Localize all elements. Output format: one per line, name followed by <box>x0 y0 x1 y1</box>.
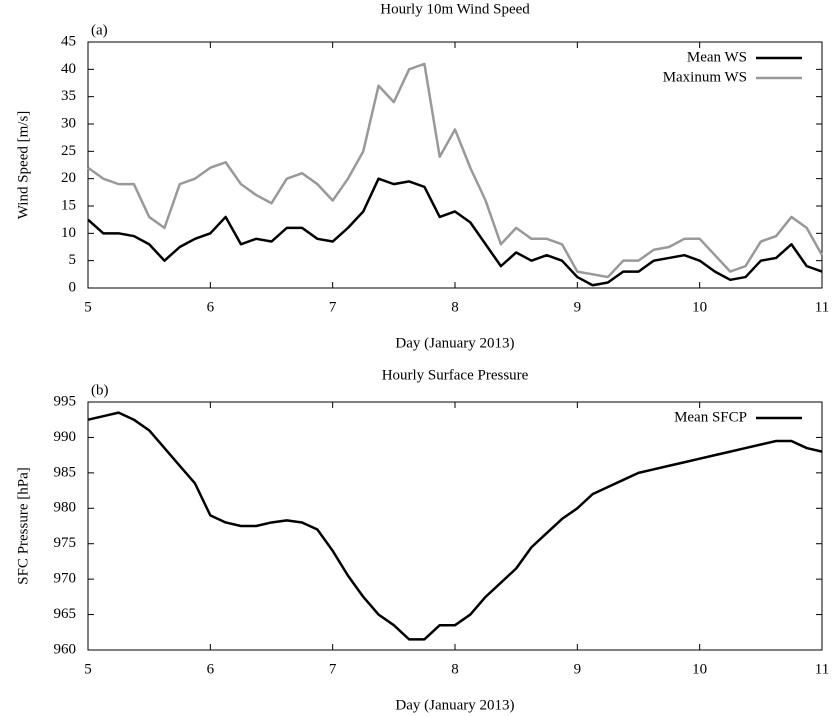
y-tick-label: 20 <box>61 170 76 186</box>
legend-label: Mean SFCP <box>674 409 747 425</box>
x-tick-label: 9 <box>574 299 582 315</box>
y-tick-label: 25 <box>61 143 76 159</box>
x-tick-label: 6 <box>207 661 215 677</box>
y-tick-label: 985 <box>54 464 77 480</box>
x-tick-label: 11 <box>815 299 829 315</box>
y-tick-label: 995 <box>54 393 77 409</box>
data-line <box>87 177 823 287</box>
y-axis-label: Wind Speed [m/s] <box>15 111 31 220</box>
x-tick-label: 7 <box>329 661 337 677</box>
y-axis-label: SFC Pressure [hPa] <box>15 467 31 585</box>
y-tick-label: 15 <box>61 197 76 213</box>
x-tick-label: 8 <box>451 661 459 677</box>
y-tick-label: 965 <box>54 606 77 622</box>
y-tick-label: 10 <box>61 225 76 241</box>
x-tick-label: 6 <box>207 299 215 315</box>
y-tick-label: 975 <box>54 535 77 551</box>
x-tick-label: 10 <box>692 299 707 315</box>
x-axis-label: Day (January 2013) <box>395 697 514 713</box>
x-tick-label: 9 <box>574 661 582 677</box>
y-tick-label: 40 <box>61 61 76 77</box>
x-tick-label: 10 <box>692 661 707 677</box>
y-tick-label: 5 <box>69 252 77 268</box>
data-line <box>87 62 824 279</box>
panel-label: (a) <box>91 22 108 38</box>
plot-frame <box>87 401 823 651</box>
x-tick-label: 5 <box>84 299 92 315</box>
y-tick-label: 980 <box>54 500 77 516</box>
legend-label: Mean WS <box>687 49 747 65</box>
y-tick-label: 990 <box>54 429 77 445</box>
x-tick-label: 5 <box>84 661 92 677</box>
y-tick-label: 970 <box>54 571 77 587</box>
x-tick-label: 8 <box>451 299 459 315</box>
legend-label: Maxinum WS <box>663 69 747 85</box>
y-tick-label: 35 <box>61 88 76 104</box>
y-tick-label: 45 <box>61 33 76 49</box>
data-line <box>87 411 823 641</box>
y-tick-label: 0 <box>69 279 77 295</box>
y-tick-label: 30 <box>61 115 76 131</box>
x-tick-label: 11 <box>815 661 829 677</box>
chart-title: Hourly Surface Pressure <box>382 367 529 383</box>
x-axis-label: Day (January 2013) <box>395 335 514 351</box>
y-tick-label: 960 <box>54 641 77 657</box>
chart-title: Hourly 10m Wind Speed <box>380 1 530 17</box>
panel-label: (b) <box>91 382 109 398</box>
x-tick-label: 7 <box>329 299 337 315</box>
